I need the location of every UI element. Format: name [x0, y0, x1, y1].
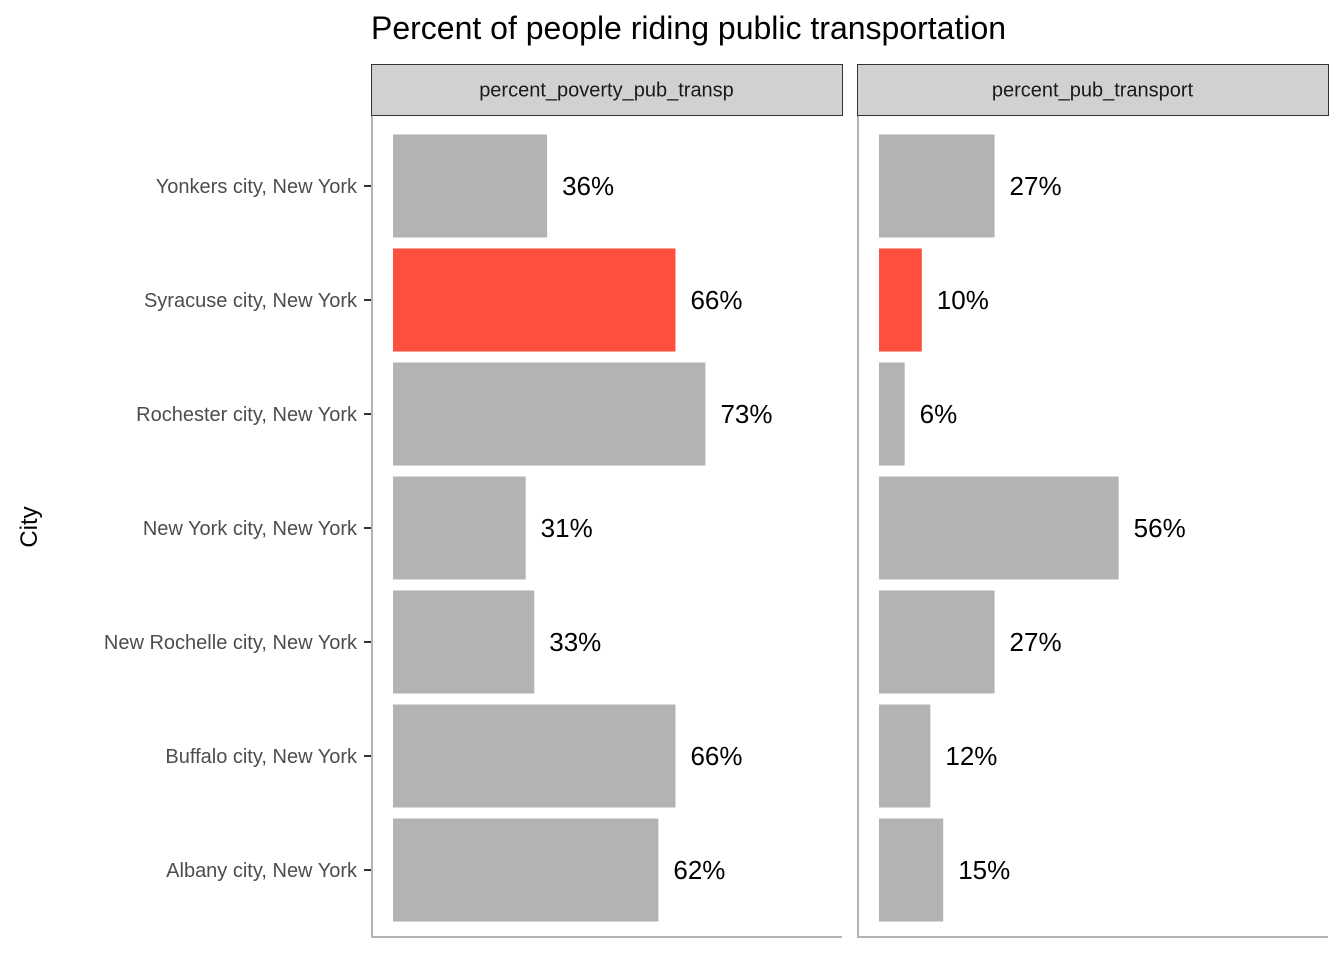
category-label: Buffalo city, New York — [165, 746, 358, 768]
data-label: 31% — [541, 513, 593, 543]
category-label: New York city, New York — [143, 518, 358, 540]
facet-panel: percent_poverty_pub_transp 62% 66% 33% 31% 73… — [371, 64, 843, 938]
facet-strip — [857, 64, 1329, 116]
data-label: 27% — [1010, 627, 1062, 657]
data-label: 36% — [562, 171, 614, 201]
data-label: 66% — [690, 285, 742, 315]
bar — [393, 362, 706, 466]
bar — [393, 248, 676, 352]
category-label: Syracuse city, New York — [144, 290, 358, 312]
data-label: 6% — [920, 399, 958, 429]
bar — [879, 248, 922, 352]
data-label: 73% — [720, 399, 772, 429]
category-label: New Rochelle city, New York — [104, 632, 358, 654]
chart-title: Percent of people riding public transpor… — [371, 10, 1006, 46]
data-label: 12% — [945, 741, 997, 771]
facet-strip-label: percent_poverty_pub_transp — [479, 80, 734, 102]
bar — [393, 134, 548, 238]
bar — [393, 818, 659, 922]
data-label: 56% — [1134, 513, 1186, 543]
data-label: 62% — [673, 855, 725, 885]
data-label: 15% — [958, 855, 1010, 885]
bar — [879, 590, 995, 694]
data-label: 33% — [549, 627, 601, 657]
bar — [879, 476, 1119, 580]
data-label: 66% — [690, 741, 742, 771]
y-axis-title: City — [16, 506, 43, 547]
facet-panels: percent_poverty_pub_transp 62% 66% 33% 31% 73… — [371, 64, 1329, 938]
bar — [879, 704, 931, 808]
bar — [393, 704, 676, 808]
facet-panel: percent_pub_transport 15% 12% 27% 56% 6% 10% 27… — [857, 64, 1329, 938]
data-label: 27% — [1010, 171, 1062, 201]
bar — [879, 134, 995, 238]
bar — [393, 476, 526, 580]
category-label: Albany city, New York — [166, 860, 358, 882]
category-label: Rochester city, New York — [136, 404, 358, 426]
category-labels: Albany city, New York Buffalo city, New Y… — [104, 176, 371, 882]
facet-strip — [371, 64, 843, 116]
facet-strip-label: percent_pub_transport — [992, 80, 1194, 102]
category-label: Yonkers city, New York — [156, 176, 358, 198]
bar — [879, 818, 944, 922]
bar — [393, 590, 535, 694]
data-label: 10% — [937, 285, 989, 315]
bar — [879, 362, 905, 466]
